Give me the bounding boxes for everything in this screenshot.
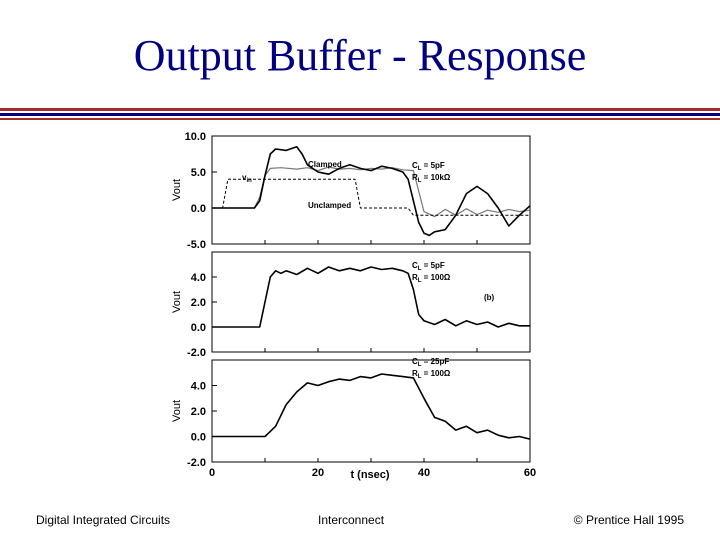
x-tick-label: 20 [312, 467, 324, 479]
y-tick-label: -5.0 [187, 239, 206, 251]
y-tick-label: 10.0 [185, 131, 206, 143]
series-label-unclamped: Unclamped [308, 201, 351, 210]
series-line-top-clamped [212, 166, 531, 218]
panel-frame-bottom [211, 359, 531, 463]
annotation-panel-tag: (b) [484, 293, 495, 302]
y-tick-label: 2.0 [191, 297, 206, 309]
slide-title: Output Buffer - Response [133, 31, 587, 80]
divider-red-band [0, 108, 720, 111]
annotation-resistance: RL = 100Ω [412, 273, 451, 284]
annotation-capacitance: CL = 5pF [412, 161, 445, 172]
y-tick-label: 0.0 [191, 322, 206, 334]
x-axis-label: t (nsec) [350, 469, 389, 481]
annotation-resistance: RL = 10kΩ [412, 173, 451, 184]
series-line-top-unclamped [212, 145, 531, 237]
y-axis-label: Vout [171, 400, 183, 422]
y-tick-label: 5.0 [191, 167, 206, 179]
divider-red-band-2 [0, 118, 720, 120]
y-tick-label: 0.0 [191, 203, 206, 215]
y-tick-label: -2.0 [187, 347, 206, 359]
y-tick-label: 4.0 [191, 381, 206, 393]
x-tick-label: 0 [209, 467, 215, 479]
series-line-top-v [212, 178, 530, 216]
annotation-capacitance: CL = 25pF [412, 357, 449, 368]
title-divider [0, 108, 720, 120]
y-axis-label: Vout [171, 291, 183, 313]
annotation-resistance: RL = 100Ω [412, 369, 451, 380]
series-label-vin: vin [242, 173, 252, 184]
divider-blue-band [0, 113, 720, 116]
series-label-clamped: Clamped [308, 160, 342, 169]
series-line-bottom [212, 373, 531, 440]
x-tick-label: 40 [418, 467, 430, 479]
annotation-capacitance: CL = 5pF [412, 261, 445, 272]
x-tick-label: 60 [524, 467, 536, 479]
series-line-middle [212, 266, 530, 328]
footer-course: Digital Integrated Circuits [36, 513, 171, 527]
footer-copyright: © Prentice Hall 1995 [573, 513, 684, 527]
y-tick-label: 0.0 [191, 432, 206, 444]
y-tick-label: -2.0 [187, 457, 206, 469]
y-tick-label: 2.0 [191, 406, 206, 418]
y-axis-label: Vout [171, 179, 183, 201]
footer-topic: Interconnect [318, 513, 385, 527]
y-tick-label: 4.0 [191, 272, 206, 284]
